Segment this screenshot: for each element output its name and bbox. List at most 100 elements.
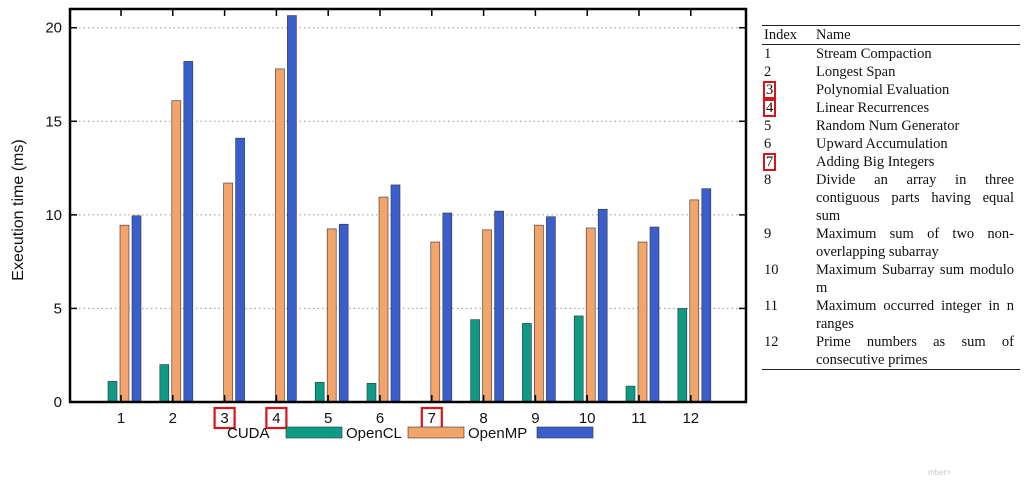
benchmark-index-table: Index Name 1 Stream Compaction 2 Longest Sp… [762,25,1020,370]
y-axis-label: Execution time (ms) [10,139,27,280]
table-row: 2 Longest Span [762,63,1020,81]
bar-openmp-4 [287,15,297,403]
table-row: 7 Adding Big Integers [762,153,1020,171]
table-row: 6 Upward Accumulation [762,135,1020,153]
bar-opencl-7 [430,241,441,403]
x-tick-label: 4 [272,410,280,427]
row-index: 4 [762,99,816,117]
index-value: 6 [764,136,772,152]
index-value: 2 [764,64,772,80]
row-index: 9 [762,225,816,261]
bar-opencl-8 [482,229,492,403]
bar-cuda-6 [366,382,377,403]
bar-opencl-9 [534,224,544,403]
bar-opencl-1 [119,224,130,403]
row-index: 8 [762,171,816,225]
plot-frame [68,7,748,404]
index-value: 5 [764,118,772,134]
row-name: Maximum Subarray sum modulo m [816,262,1014,296]
bar-openmp-5 [338,223,349,403]
x-tick-label: 1 [117,410,125,427]
x-tick-highlight-box [265,406,288,430]
bar-opencl-6 [378,196,389,403]
bar-cuda-8 [470,319,480,403]
row-name: Prime numbers as sum of consecutive prim… [816,334,1014,368]
corner-note: mber> [928,468,951,477]
bar-opencl-3 [223,182,233,403]
bar-openmp-8 [494,210,504,403]
index-table: Index Name 1 Stream Compaction 2 Longest Sp… [762,25,1020,370]
header-name: Name [816,27,851,43]
x-tick-label: 6 [376,410,384,427]
legend-label-openmp: OpenMP [468,425,527,442]
x-tick-label: 5 [324,410,332,427]
row-name: Stream Compaction [816,46,932,62]
index-value: 12 [764,334,779,350]
x-tick-highlight-box [213,406,236,430]
y-tick-label: 15 [45,113,62,130]
bar-cuda-10 [573,315,584,403]
x-tick-label: 8 [479,410,487,427]
bar-opencl-2 [171,100,182,403]
legend-label-opencl: OpenCL [346,425,402,442]
row-name: Adding Big Integers [816,154,935,170]
row-name: Random Num Generator [816,118,960,134]
bar-openmp-2 [183,61,194,403]
bar-openmp-7 [442,212,453,403]
row-index: 10 [762,261,816,297]
x-tick-label: 3 [220,410,228,427]
legend-swatch-cuda [285,426,343,439]
x-tick-label: 12 [682,410,699,427]
bar-openmp-11 [649,226,660,403]
table-row: 4 Linear Recurrences [762,99,1020,117]
x-tick-label: 11 [631,410,647,427]
bar-opencl-5 [326,228,337,403]
bar-cuda-2 [159,364,170,403]
header-index: Index [764,27,798,43]
bar-cuda-9 [522,323,532,403]
bar-opencl-4 [275,68,285,403]
legend-swatch-openmp [536,426,594,439]
bar-cuda-5 [314,382,325,403]
index-value: 11 [764,298,778,314]
legend-label-cuda: CUDA [227,425,270,442]
table-row: 9 Maximum sum of two non-overlapping suba… [762,225,1020,261]
y-tick-label: 0 [54,394,62,411]
table-body: 1 Stream Compaction 2 Longest Span 3 Polynomi… [762,45,1020,370]
bar-openmp-9 [546,216,556,403]
table-row: 8 Divide an array in three contiguous par… [762,171,1020,225]
row-name: Divide an array in three contiguous part… [816,172,1014,224]
row-index: 3 [762,81,816,99]
x-tick-label: 10 [579,410,596,427]
highlighted-index: 4 [762,99,777,117]
bar-openmp-10 [597,208,608,403]
index-value: 9 [764,226,772,242]
bar-openmp-6 [390,184,401,403]
row-name: Maximum occurred integer in n ranges [816,298,1014,332]
row-name: Linear Recurrences [816,100,930,116]
table-row: 10 Maximum Subarray sum modulo m [762,261,1020,297]
table-row: 5 Random Num Generator [762,117,1020,135]
row-name: Upward Accumulation [816,136,948,152]
x-tick-label: 9 [531,410,539,427]
table-row: 3 Polynomial Evaluation [762,81,1020,99]
row-name: Longest Span [816,64,896,80]
row-name: Maximum sum of two non-overlapping subar… [816,226,1014,260]
row-index: 7 [762,153,816,171]
highlighted-index: 3 [762,81,777,99]
table-row: 1 Stream Compaction [762,45,1020,64]
x-tick-label: 2 [169,410,177,427]
y-tick-label: 10 [45,207,62,224]
bar-cuda-11 [625,385,636,403]
row-index: 12 [762,333,816,370]
table-row: 12 Prime numbers as sum of consecutive pr… [762,333,1020,370]
index-value: 8 [764,172,772,188]
index-value: 10 [764,262,779,278]
highlighted-index: 7 [762,153,777,171]
row-index: 6 [762,135,816,153]
bar-opencl-11 [637,241,648,403]
table-header-row: Index Name [762,25,1020,45]
y-tick-label: 5 [54,300,62,317]
index-value: 1 [764,46,772,62]
